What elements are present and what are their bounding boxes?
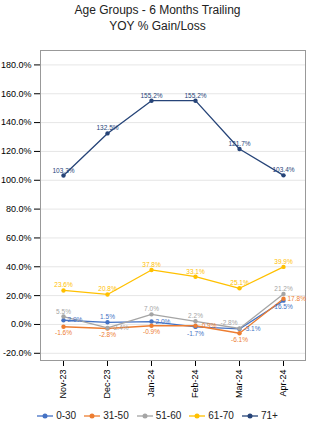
svg-text:100.0%: 100.0%: [1, 175, 32, 185]
svg-text:121.7%: 121.7%: [228, 140, 250, 147]
svg-text:120.0%: 120.0%: [1, 146, 32, 156]
svg-text:-6.1%: -6.1%: [231, 336, 248, 343]
svg-text:103.4%: 103.4%: [272, 167, 294, 174]
svg-text:103.3%: 103.3%: [52, 167, 74, 174]
svg-text:2.9%: 2.9%: [68, 317, 83, 324]
svg-text:180.0%: 180.0%: [1, 60, 32, 70]
svg-text:17.8%: 17.8%: [288, 295, 307, 302]
svg-text:2.2%: 2.2%: [188, 312, 203, 319]
svg-text:Apr-24: Apr-24: [278, 370, 288, 397]
svg-text:-1.6%: -1.6%: [55, 330, 72, 337]
svg-text:-2.4%: -2.4%: [112, 324, 129, 331]
svg-text:Dec-23: Dec-23: [102, 370, 112, 399]
html-text:61-70: 61-70: [208, 410, 234, 422]
svg-text:Mar-24: Mar-24: [234, 370, 244, 399]
svg-text:20.8%: 20.8%: [98, 286, 117, 293]
svg-text:60.0%: 60.0%: [6, 233, 32, 243]
svg-text:20.0%: 20.0%: [6, 291, 32, 301]
svg-text:80.0%: 80.0%: [6, 204, 32, 214]
svg-text:-3.1%: -3.1%: [244, 325, 261, 332]
html-text:0-30: 0-30: [56, 410, 77, 422]
svg-text:0.0%: 0.0%: [11, 320, 32, 330]
svg-text:-1.7%: -1.7%: [187, 330, 204, 337]
svg-text:2.0%: 2.0%: [156, 318, 171, 325]
html-text:Age Groups - 6 Months Trailing: Age Groups - 6 Months Trailing YOY % Gai…: [74, 3, 241, 33]
svg-text:155.2%: 155.2%: [140, 92, 162, 99]
svg-text:33.1%: 33.1%: [186, 268, 205, 275]
svg-text:25.1%: 25.1%: [230, 279, 249, 286]
html-text:51-60: 51-60: [155, 410, 182, 422]
svg-text:21.2%: 21.2%: [274, 285, 293, 292]
svg-text:-0.9%: -0.9%: [200, 322, 217, 329]
svg-text:37.8%: 37.8%: [142, 261, 161, 268]
svg-text:160.0%: 160.0%: [1, 89, 32, 99]
svg-text:39.9%: 39.9%: [274, 258, 293, 265]
html-text:31-50: 31-50: [103, 410, 129, 422]
svg-text:155.2%: 155.2%: [184, 92, 206, 99]
svg-text:40.0%: 40.0%: [6, 262, 32, 272]
svg-text:Feb-24: Feb-24: [190, 370, 200, 399]
svg-text:16.5%: 16.5%: [274, 303, 293, 310]
html-text:71+: 71+: [260, 410, 278, 422]
svg-text:132.5%: 132.5%: [96, 125, 118, 132]
svg-text:Jan-24: Jan-24: [146, 370, 156, 398]
svg-text:140.0%: 140.0%: [1, 118, 32, 128]
svg-text:1.5%: 1.5%: [100, 313, 115, 320]
svg-text:23.6%: 23.6%: [54, 282, 73, 289]
svg-text:5.5%: 5.5%: [56, 308, 71, 315]
svg-text:7.0%: 7.0%: [144, 306, 159, 313]
svg-text:-2.8%: -2.8%: [221, 320, 238, 327]
svg-text:-20.0%: -20.0%: [3, 348, 32, 358]
svg-text:Nov-23: Nov-23: [58, 370, 68, 399]
svg-text:-0.9%: -0.9%: [143, 329, 160, 336]
svg-text:-2.8%: -2.8%: [99, 331, 116, 338]
